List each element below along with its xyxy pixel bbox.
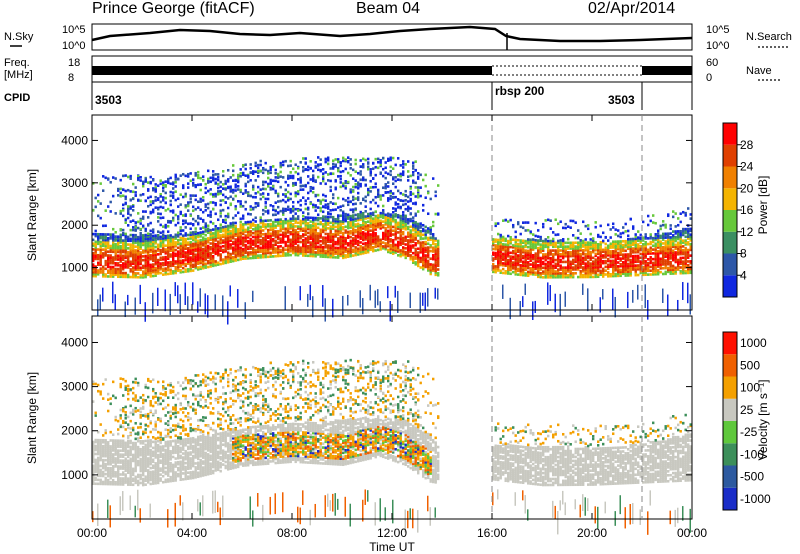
y-tick-label: 2000: [61, 218, 88, 232]
velocity-scatter: [92, 358, 692, 535]
colorbar-tick-label: 20: [740, 181, 754, 195]
y-tick-label: 1000: [61, 468, 88, 482]
nave-label: Nave: [746, 65, 772, 77]
date-label: 02/Apr/2014: [588, 0, 676, 17]
colorbar-swatch: [723, 398, 737, 421]
colorbar-swatch: [723, 487, 737, 510]
velocity-colorbar-label: Velocity [m s⁻¹]: [756, 379, 770, 460]
colorbar-tick-label: 1000: [740, 336, 767, 350]
x-tick-label: 04:00: [177, 526, 207, 540]
colorbar-tick-label: 25: [740, 403, 754, 417]
cpid-row: CPID 3503 rbsp 200 3503: [4, 82, 693, 110]
y-tick-label: 3000: [61, 380, 88, 394]
freq-tick-high: 18: [68, 57, 80, 69]
colorbar-swatch: [723, 443, 737, 466]
colorbar-tick-label: 8: [740, 247, 747, 261]
colorbar-tick-label: -500: [740, 470, 764, 484]
colorbar-tick-label: -1000: [740, 492, 771, 506]
colorbar-tick-label: 100: [740, 381, 760, 395]
velocity-colorbar: 1000 500 100 25 -25 -100 -500 -1000: [722, 331, 771, 511]
colorbar-tick-label: 28: [740, 138, 754, 152]
colorbar-swatch: [723, 253, 737, 276]
cpid-segment-3: 3503: [608, 93, 635, 107]
power-panel: 1000 2000 3000 4000 Slant Range [km] 4 8 12 16…: [25, 114, 770, 325]
freq-panel: Freq. [MHz] 18 8 60 0 Nave: [4, 55, 780, 84]
colorbar-swatch: [723, 231, 737, 254]
colorbar-swatch: [723, 376, 737, 399]
nave-tick-high: 60: [706, 57, 718, 69]
beam-label: Beam 04: [356, 0, 421, 17]
power-y-axis: 1000 2000 3000 4000: [61, 133, 692, 275]
colorbar-swatch: [723, 332, 737, 355]
colorbar-swatch: [723, 144, 737, 167]
x-tick-label: 16:00: [477, 526, 507, 540]
freq-bar-left: [92, 66, 492, 75]
colorbar-tick-label: -25: [740, 425, 758, 439]
colorbar-tick-label: 500: [740, 358, 760, 372]
colorbar-tick-label: 12: [740, 225, 754, 239]
nsearch-label: N.Search: [746, 31, 792, 43]
y-tick-label: 2000: [61, 424, 88, 438]
nsky-label: N.Sky: [4, 31, 34, 43]
colorbar-swatch: [723, 188, 737, 210]
nave-tick-low: 0: [706, 72, 712, 84]
power-ylabel: Slant Range [km]: [25, 169, 39, 261]
freq-tick-low: 8: [68, 72, 74, 84]
colorbar-swatch: [723, 166, 737, 189]
cpid-label: CPID: [4, 92, 30, 104]
y-tick-label: 4000: [61, 335, 88, 349]
colorbar-swatch: [723, 210, 737, 232]
colorbar-swatch: [723, 465, 737, 488]
velocity-panel: 1000 2000 3000 4000 00:00 04:00 08:00 12:00 16:…: [25, 115, 771, 554]
x-tick-label: 08:00: [277, 526, 307, 540]
power-colorbar-label: Power [dB]: [756, 176, 770, 235]
velocity-ylabel: Slant Range [km]: [25, 372, 39, 464]
nsky-trace: [91, 25, 693, 43]
nsky-tick-high: 10^5: [62, 24, 86, 36]
colorbar-tick-label: 16: [740, 203, 754, 217]
colorbar-swatch: [723, 354, 737, 377]
x-tick-label: 00:00: [677, 526, 707, 540]
x-tick-label: 00:00: [77, 526, 107, 540]
y-tick-label: 4000: [61, 133, 88, 147]
time-axis-label: Time UT: [369, 540, 415, 554]
cpid-segment-2: rbsp 200: [495, 84, 545, 98]
power-scatter: [92, 156, 692, 325]
colorbar-swatch: [723, 275, 737, 297]
freq-unit: [MHz]: [4, 69, 33, 81]
cpid-segment-1: 3503: [95, 93, 122, 107]
y-tick-label: 1000: [61, 261, 88, 275]
x-tick-label: 20:00: [577, 526, 607, 540]
nsky-panel: N.Sky 10^5 10^0 10^5 10^0 N.Search: [4, 23, 792, 52]
y-tick-label: 3000: [61, 176, 88, 190]
nsky-tick-low: 10^0: [62, 40, 86, 52]
velocity-y-axis: 1000 2000 3000 4000: [61, 335, 692, 482]
colorbar-swatch: [723, 421, 737, 444]
station-title: Prince George (fitACF): [92, 0, 255, 17]
freq-label: Freq.: [4, 57, 30, 69]
nsearch-tick-low: 10^0: [706, 40, 730, 52]
colorbar-tick-label: 4: [740, 268, 747, 282]
nsearch-tick-high: 10^5: [706, 24, 730, 36]
colorbar-tick-label: -100: [740, 447, 764, 461]
power-colorbar: 4 8 12 16 20 24 28: [722, 122, 754, 298]
freq-bar-right: [642, 66, 692, 75]
x-tick-label: 12:00: [377, 526, 407, 540]
colorbar-tick-label: 24: [740, 160, 754, 174]
colorbar-swatch: [723, 123, 737, 145]
velocity-x-axis: 00:00 04:00 08:00 12:00 16:00 20:00 00:00: [77, 115, 707, 540]
